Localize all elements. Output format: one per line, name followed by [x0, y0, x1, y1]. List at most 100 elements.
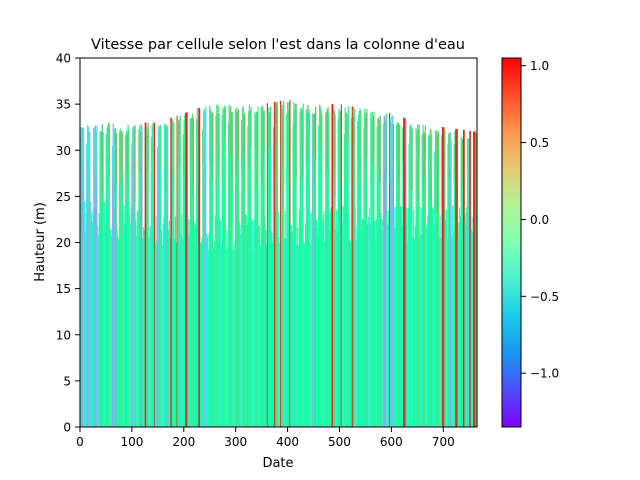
- velocity-cell: [340, 104, 342, 427]
- velocity-cell: [357, 115, 359, 184]
- velocity-cell: [434, 130, 437, 427]
- velocity-cell: [270, 229, 272, 427]
- velocity-cell: [366, 109, 368, 427]
- velocity-cell: [417, 130, 419, 201]
- velocity-cell: [87, 126, 89, 206]
- velocity-cell: [262, 106, 264, 427]
- velocity-cell: [224, 105, 226, 427]
- velocity-cell: [139, 126, 141, 427]
- velocity-cell: [241, 108, 243, 427]
- velocity-cell: [282, 105, 284, 427]
- velocity-cell: [108, 123, 110, 427]
- velocity-cell: [467, 138, 469, 180]
- velocity-cell: [256, 112, 258, 427]
- velocity-cell: [171, 120, 173, 427]
- velocity-cell: [251, 218, 253, 427]
- velocity-cell: [104, 201, 106, 427]
- velocity-cell: [259, 224, 261, 427]
- velocity-cell: [195, 227, 197, 427]
- velocity-cell: [378, 120, 380, 427]
- velocity-cell: [224, 107, 226, 135]
- velocity-cell: [473, 131, 475, 427]
- velocity-cell: [334, 114, 336, 427]
- velocity-cell: [260, 107, 262, 166]
- velocity-cell: [325, 112, 328, 427]
- velocity-cell: [106, 127, 108, 176]
- velocity-cell: [261, 105, 263, 170]
- velocity-cell: [176, 115, 178, 427]
- velocity-cell: [433, 225, 435, 427]
- velocity-cell: [435, 130, 437, 160]
- velocity-cell: [295, 104, 297, 427]
- velocity-cell: [116, 228, 118, 427]
- velocity-cell: [410, 124, 412, 176]
- velocity-cell: [345, 111, 347, 146]
- velocity-cell: [80, 127, 82, 204]
- velocity-cell: [178, 121, 180, 427]
- velocity-cell: [435, 130, 437, 427]
- velocity-cell: [120, 131, 122, 184]
- velocity-cell: [147, 123, 149, 427]
- velocity-cell: [465, 212, 467, 427]
- velocity-cell: [441, 135, 443, 207]
- velocity-cell: [371, 117, 373, 159]
- velocity-cell: [195, 119, 198, 199]
- velocity-cell: [452, 205, 454, 427]
- velocity-cell: [383, 116, 385, 427]
- velocity-cell: [160, 230, 163, 427]
- velocity-cell: [112, 123, 114, 168]
- velocity-cell: [114, 128, 116, 206]
- velocity-cell: [260, 107, 262, 427]
- velocity-cell: [364, 108, 366, 427]
- velocity-cell: [243, 114, 245, 194]
- velocity-cell: [389, 118, 391, 427]
- velocity-cell: [83, 127, 85, 427]
- velocity-cell: [96, 126, 98, 427]
- velocity-cell: [211, 113, 213, 427]
- velocity-cell: [331, 104, 333, 427]
- velocity-cell: [268, 107, 270, 427]
- velocity-cell: [254, 112, 256, 195]
- velocity-cell: [210, 111, 212, 427]
- velocity-cell: [250, 106, 252, 149]
- velocity-cell: [107, 125, 109, 162]
- velocity-cell: [330, 206, 332, 427]
- velocity-cell: [90, 201, 92, 427]
- velocity-cell: [434, 151, 436, 427]
- velocity-cell: [442, 127, 444, 427]
- velocity-cell: [446, 240, 448, 427]
- velocity-cell: [213, 240, 215, 427]
- velocity-cell: [466, 207, 468, 427]
- velocity-cell: [416, 130, 418, 427]
- velocity-cell: [413, 210, 415, 427]
- velocity-cell: [379, 116, 381, 427]
- velocity-cell: [346, 113, 348, 145]
- velocity-cell: [388, 211, 390, 427]
- colorbar-axis: −1.0 −0.5 0.0 0.5 1.0: [521, 59, 559, 381]
- velocity-cell: [253, 219, 255, 427]
- velocity-cell: [438, 237, 440, 427]
- velocity-cell: [403, 117, 405, 427]
- velocity-cell: [365, 112, 367, 427]
- velocity-cell: [363, 127, 365, 427]
- velocity-cell: [210, 109, 212, 145]
- velocity-cell: [405, 119, 407, 427]
- velocity-cell: [218, 113, 220, 171]
- colorbar: [501, 57, 522, 428]
- velocity-cell: [228, 104, 230, 139]
- velocity-cell: [266, 244, 268, 427]
- velocity-cell: [453, 144, 455, 427]
- velocity-cell: [217, 114, 219, 427]
- velocity-cell: [287, 102, 289, 172]
- velocity-cell: [154, 245, 156, 427]
- velocity-cell: [133, 126, 135, 195]
- velocity-cell: [468, 138, 470, 197]
- velocity-cell: [462, 139, 464, 427]
- velocity-cell: [411, 128, 413, 427]
- velocity-cell: [445, 209, 447, 427]
- velocity-cell: [462, 129, 465, 427]
- velocity-cell: [417, 130, 419, 427]
- velocity-cell: [264, 216, 266, 427]
- velocity-cell: [449, 131, 451, 171]
- velocity-cell: [422, 124, 424, 427]
